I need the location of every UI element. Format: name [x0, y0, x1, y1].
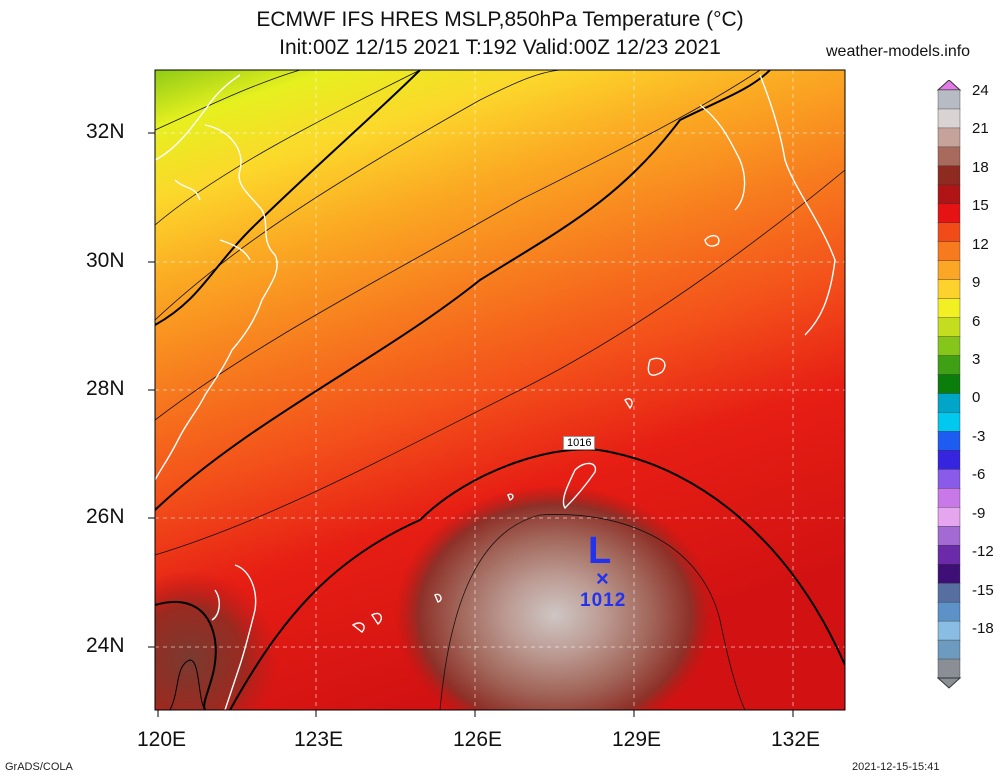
colorbar-swatch: [937, 639, 961, 660]
colorbar-swatch: [937, 412, 961, 433]
chart-title: ECMWF IFS HRES MSLP,850hPa Temperature (…: [256, 8, 744, 31]
colorbar-swatch: [937, 203, 961, 224]
lat-label-26n: 26N: [86, 505, 125, 528]
colorbar-swatch: [937, 374, 961, 395]
colorbar-label: 18: [972, 158, 989, 176]
colorbar-label: -18: [972, 620, 994, 638]
colorbar-label: -3: [972, 427, 986, 445]
colorbar-swatch: [937, 298, 961, 319]
colorbar-swatch: [937, 355, 961, 376]
colorbar-label: 3: [972, 351, 981, 369]
colorbar-swatch: [937, 127, 961, 148]
colorbar-swatch: [937, 488, 961, 508]
low-pressure-marker: ×: [596, 566, 609, 591]
colorbar-swatch: [937, 601, 961, 622]
coastlines: [155, 74, 836, 710]
colorbar-label: -9: [972, 504, 986, 522]
colorbar-swatch: [937, 184, 961, 205]
colorbar-label: -15: [972, 581, 994, 599]
lat-label-28n: 28N: [86, 377, 125, 400]
colorbar-swatch: [937, 260, 961, 281]
lon-label-129e: 129E: [612, 728, 662, 751]
contour-lines: [155, 70, 845, 710]
colorbar-swatch: [937, 222, 961, 243]
lat-label-32n: 32N: [86, 120, 125, 143]
low-pressure-value: 1012: [580, 590, 627, 611]
colorbar-top-arrow: [936, 80, 962, 91]
colorbar-swatch: [937, 545, 961, 565]
colorbar-swatch: [937, 431, 961, 452]
colorbar-swatch: [937, 89, 961, 110]
axis-ticks: [148, 132, 794, 717]
colorbar-swatch: [937, 658, 961, 679]
colorbar-label: 21: [972, 120, 989, 138]
colorbar-swatch: [937, 620, 961, 641]
colorbar-swatch: [937, 241, 961, 262]
colorbar-swatch: [937, 146, 961, 167]
colorbar-swatch: [937, 336, 961, 357]
colorbar-label: 9: [972, 274, 981, 292]
colorbar-label: 15: [972, 197, 989, 215]
colorbar-swatch: [937, 450, 961, 471]
low-pressure-letter: L: [588, 530, 612, 572]
lon-label-120e: 120E: [137, 728, 187, 751]
colorbar-swatch: [937, 393, 961, 414]
footer-timestamp: 2021-12-15-15:41: [852, 761, 940, 773]
chart-subtitle: Init:00Z 12/15 2021 T:192 Valid:00Z 12/2…: [279, 36, 721, 59]
site-credit: weather-models.info: [826, 43, 971, 60]
colorbar-bottom-arrow: [936, 677, 962, 689]
colorbar-label: 0: [972, 389, 981, 407]
lat-label-30n: 30N: [86, 249, 125, 272]
colorbar-swatch: [937, 582, 961, 603]
colorbar-swatch: [937, 507, 961, 527]
colorbar-swatch: [937, 279, 961, 300]
colorbar-swatch: [937, 165, 961, 186]
lon-label-132e: 132E: [771, 728, 821, 751]
colorbar-swatch: [937, 469, 961, 490]
colorbar-label: -12: [972, 543, 994, 561]
colorbar-label: 24: [972, 82, 989, 99]
colorbar-swatch: [937, 563, 961, 584]
colorbar-label: 6: [972, 312, 981, 330]
colorbar-swatch: [937, 526, 961, 546]
temperature-field: [155, 70, 845, 710]
isobar-label: 1016: [563, 436, 596, 450]
temperature-colorbar: [936, 80, 962, 689]
footer-credit: GrADS/COLA: [5, 761, 73, 773]
colorbar-label: 12: [972, 235, 989, 253]
colorbar-swatch: [937, 108, 961, 129]
lat-label-24n: 24N: [86, 634, 125, 657]
lon-label-123e: 123E: [294, 728, 344, 751]
lon-label-126e: 126E: [453, 728, 503, 751]
colorbar-swatch: [937, 317, 961, 338]
colorbar-label: -6: [972, 466, 986, 484]
